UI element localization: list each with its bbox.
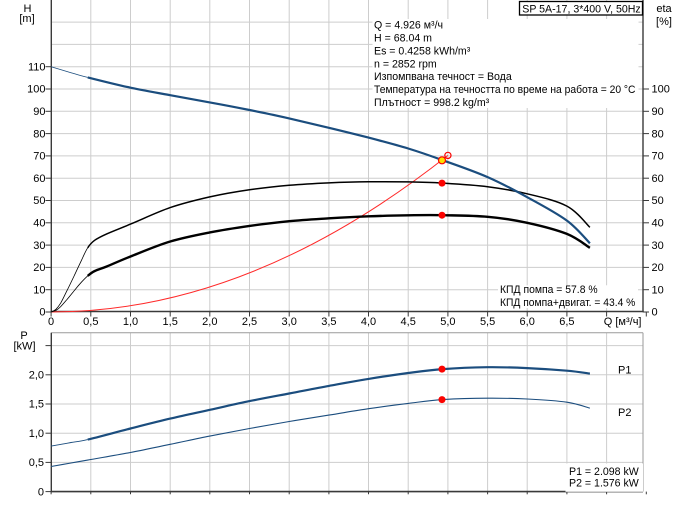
svg-text:Q = 4.926 м³/ч: Q = 4.926 м³/ч [374, 20, 443, 32]
svg-text:[kW]: [kW] [14, 341, 36, 353]
svg-text:КПД помпа = 57.8 %: КПД помпа = 57.8 % [500, 284, 598, 296]
svg-text:70: 70 [33, 151, 45, 163]
svg-text:[m]: [m] [19, 13, 34, 25]
svg-text:50: 50 [33, 195, 45, 207]
svg-text:0: 0 [48, 316, 54, 328]
svg-text:10: 10 [33, 284, 45, 296]
svg-text:n = 2852 rpm: n = 2852 rpm [374, 58, 437, 70]
svg-text:10: 10 [652, 284, 664, 296]
svg-text:50: 50 [652, 195, 664, 207]
svg-text:6,5: 6,5 [559, 316, 574, 328]
svg-text:eta: eta [656, 3, 672, 15]
svg-text:90: 90 [652, 106, 664, 118]
svg-text:P2: P2 [618, 407, 631, 419]
svg-text:30: 30 [652, 240, 664, 252]
svg-text:1,0: 1,0 [123, 316, 138, 328]
svg-text:40: 40 [33, 218, 45, 230]
svg-text:40: 40 [652, 218, 664, 230]
svg-text:110: 110 [28, 61, 46, 73]
svg-text:КПД помпа+двигат. = 43.4 %: КПД помпа+двигат. = 43.4 % [500, 297, 636, 309]
svg-text:5,0: 5,0 [440, 316, 455, 328]
svg-text:P1 = 2.098 kW: P1 = 2.098 kW [569, 466, 639, 478]
svg-text:0: 0 [652, 307, 658, 319]
svg-text:80: 80 [652, 128, 664, 140]
svg-text:90: 90 [33, 106, 45, 118]
svg-text:H = 68.04 m: H = 68.04 m [374, 33, 432, 45]
svg-text:1,5: 1,5 [29, 399, 44, 411]
svg-text:H: H [24, 3, 32, 15]
svg-text:0: 0 [38, 486, 44, 498]
svg-text:20: 20 [33, 262, 45, 274]
svg-text:5,5: 5,5 [480, 316, 495, 328]
svg-text:2,5: 2,5 [242, 316, 257, 328]
svg-text:3,5: 3,5 [321, 316, 336, 328]
svg-text:P: P [20, 330, 27, 342]
svg-text:4,5: 4,5 [401, 316, 416, 328]
svg-text:0,5: 0,5 [83, 316, 98, 328]
svg-text:P2 = 1.576 kW: P2 = 1.576 kW [569, 477, 639, 489]
svg-text:1,0: 1,0 [29, 428, 44, 440]
svg-text:60: 60 [33, 173, 45, 185]
svg-text:Плътност = 998.2 kg/m³: Плътност = 998.2 kg/m³ [374, 97, 490, 109]
svg-text:2,0: 2,0 [202, 316, 217, 328]
svg-text:P1: P1 [618, 365, 631, 377]
svg-text:6,0: 6,0 [520, 316, 535, 328]
svg-text:2,0: 2,0 [29, 370, 44, 382]
svg-text:30: 30 [33, 240, 45, 252]
svg-text:70: 70 [652, 151, 664, 163]
svg-text:Температура на течността по вр: Температура на течността по време на раб… [374, 84, 636, 96]
svg-text:1,5: 1,5 [163, 316, 178, 328]
svg-text:0: 0 [39, 307, 45, 319]
svg-text:SP 5A-17, 3*400 V, 50Hz: SP 5A-17, 3*400 V, 50Hz [522, 3, 641, 15]
svg-text:100: 100 [27, 84, 45, 96]
svg-text:Es = 0.4258 kWh/m³: Es = 0.4258 kWh/m³ [374, 45, 471, 57]
svg-text:0,5: 0,5 [29, 457, 44, 469]
svg-text:[%]: [%] [656, 16, 672, 28]
svg-text:Q [м³/ч]: Q [м³/ч] [604, 316, 642, 328]
svg-text:20: 20 [652, 262, 664, 274]
svg-text:80: 80 [33, 128, 45, 140]
svg-text:100: 100 [652, 84, 670, 96]
svg-text:Изпомпвана течност = Вода: Изпомпвана течност = Вода [374, 71, 512, 83]
svg-text:4,0: 4,0 [361, 316, 376, 328]
svg-text:60: 60 [652, 173, 664, 185]
svg-text:3,0: 3,0 [282, 316, 297, 328]
